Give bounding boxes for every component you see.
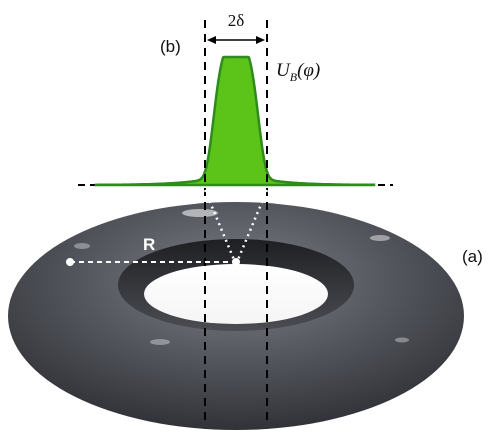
radius-label: R: [143, 235, 155, 254]
dotted-left: [203, 189, 237, 263]
torus-highlight-left: [74, 243, 90, 249]
potential-label-arg: (φ): [297, 60, 320, 81]
torus: [8, 202, 464, 430]
radius-start-dot: [66, 258, 74, 266]
torus-hole: [144, 264, 328, 324]
torus-highlight-bottom-right: [395, 337, 409, 343]
potential-label-main: U: [276, 60, 291, 81]
potential-label-sub: B: [290, 70, 298, 84]
potential-curve: [94, 55, 376, 187]
panel-a-label: (a): [462, 247, 483, 266]
dotted-right: [235, 189, 269, 263]
potential-label: UB(φ): [276, 60, 320, 84]
panel-b-label: (b): [160, 37, 181, 56]
torus-highlight-right: [370, 235, 390, 241]
width-arrow: [207, 36, 265, 44]
torus-highlight-top: [182, 209, 218, 217]
torus-highlight-bottom: [150, 339, 170, 345]
width-label: 2δ: [228, 11, 245, 30]
center-dot: [232, 258, 240, 266]
